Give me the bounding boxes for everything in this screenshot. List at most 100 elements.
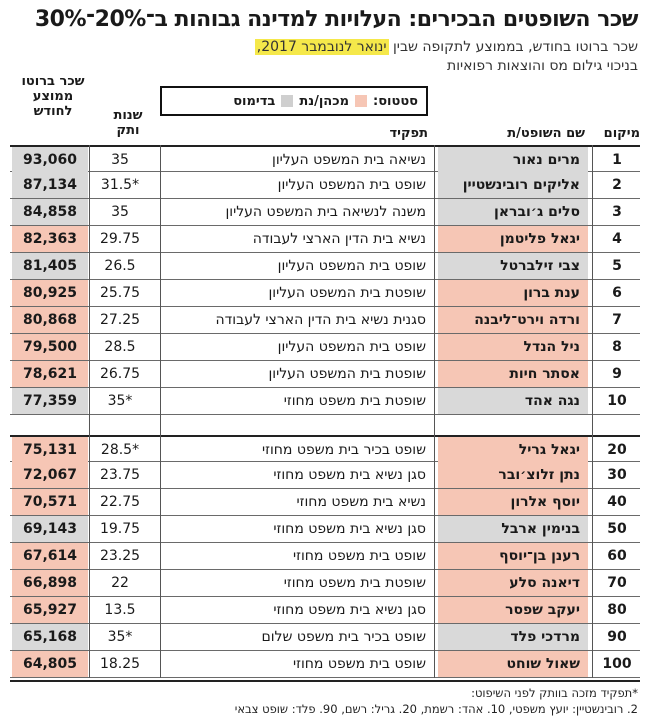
judge-name-cell: ענת ברון xyxy=(438,280,588,306)
role-cell: שופטת בית משפט מחוזי xyxy=(283,575,426,591)
rank-cell: 30 xyxy=(607,467,627,483)
table-row: 80 יעקב שפסר סגן נשיא בית משפט מחוזי 13.5 65… xyxy=(10,597,640,624)
table-group-gap xyxy=(10,415,640,435)
role-cell: נשיאה בית המשפט העליון xyxy=(272,152,426,168)
salary-cell: 77,359 xyxy=(12,388,88,414)
years-cell: 18.25 xyxy=(99,656,141,672)
role-cell: סגן נשיא בית משפט מחוזי xyxy=(273,521,426,537)
years-cell: *31.5 xyxy=(100,177,140,193)
role-cell: שופט בכיר בית משפט מחוזי xyxy=(261,442,426,458)
column-header-name: שם השופט/ת xyxy=(507,126,585,141)
table-row: 90 מרדכי פלד שופט בכיר בית משפט שלום *35 65,… xyxy=(10,624,640,651)
salary-cell: 64,805 xyxy=(12,651,88,677)
role-cell: שופט בכיר בית משפט שלום xyxy=(261,629,426,645)
salary-cell: 78,621 xyxy=(12,361,88,387)
rank-cell: 50 xyxy=(607,521,627,537)
years-cell: 22.75 xyxy=(99,494,141,510)
judge-name-cell: רענן בן־יוסף xyxy=(438,543,588,569)
salary-cell: 93,060 xyxy=(12,147,88,173)
role-cell: נשיא בית הדין הארצי לעבודה xyxy=(252,231,426,247)
rank-cell: 3 xyxy=(612,204,622,220)
rank-cell: 5 xyxy=(612,258,622,274)
subtitle-line-1: שכר ברוטו בחודש, בממוצע לתקופה שבין ינוא… xyxy=(8,38,638,57)
judge-name-cell: ניל הנדל xyxy=(438,334,588,360)
salary-cell: 79,500 xyxy=(12,334,88,360)
rank-cell: 7 xyxy=(612,312,622,328)
role-cell: שופט בית המשפט העליון xyxy=(277,339,426,355)
role-cell: סגן נשיא בית משפט מחוזי xyxy=(273,467,426,483)
role-cell: נשיא בית משפט מחוזי xyxy=(296,494,427,510)
role-cell: שופטת בית משפט מחוזי xyxy=(283,393,426,409)
legend-item-retired: בדימוס xyxy=(233,93,276,109)
years-cell: 25.75 xyxy=(99,285,141,301)
table-row: 1 מרים נאור נשיאה בית המשפט העליון 35 93,060 xyxy=(10,145,640,173)
salary-cell: 87,134 xyxy=(12,172,88,198)
rank-cell: 20 xyxy=(607,442,627,458)
judge-name-cell: מרים נאור xyxy=(438,147,588,173)
rank-cell: 4 xyxy=(612,231,622,247)
judge-name-cell: נתן זלוצ׳ובר xyxy=(438,462,588,488)
rank-cell: 8 xyxy=(612,339,622,355)
column-header-role: תפקיד xyxy=(389,126,428,141)
rank-cell: 100 xyxy=(602,656,632,672)
footnote-1: *תפקיד מזכה בוותק לפני השיפוט: xyxy=(471,686,638,700)
rank-cell: 10 xyxy=(607,393,627,409)
rank-cell: 60 xyxy=(607,548,627,564)
salary-cell: 84,858 xyxy=(12,199,88,225)
table-row: 8 ניל הנדל שופט בית המשפט העליון 28.5 79,500 xyxy=(10,334,640,361)
table-row: 2 אליקים רובינשטיין שופט בית המשפט העליון *… xyxy=(10,172,640,199)
legend-label: סטטוס: xyxy=(373,93,418,109)
table-row: 40 יוסף אלרון נשיא בית משפט מחוזי 22.75 70,5… xyxy=(10,489,640,516)
role-cell: שופט בית המשפט העליון xyxy=(277,177,426,193)
salary-cell: 80,925 xyxy=(12,280,88,306)
subtitle-text: שכר ברוטו בחודש, בממוצע לתקופה שבין xyxy=(388,39,638,55)
table-row: 50 בנימין ארבל סגן נשיא בית משפט מחוזי 19.7… xyxy=(10,516,640,543)
judge-name-cell: בנימין ארבל xyxy=(438,516,588,542)
rank-cell: 40 xyxy=(607,494,627,510)
years-cell: *28.5 xyxy=(100,442,140,458)
role-cell: סגן נשיא בית משפט מחוזי xyxy=(273,602,426,618)
table-row: 70 דיאנה סלע שופטת בית משפט מחוזי 22 66,898 xyxy=(10,570,640,597)
salary-table: 1 מרים נאור נשיאה בית המשפט העליון 35 93,060… xyxy=(10,145,640,678)
judge-name-cell: אסתר חיות xyxy=(438,361,588,387)
years-cell: 23.25 xyxy=(99,548,141,564)
judge-name-cell: מרדכי פלד xyxy=(438,624,588,650)
role-cell: שופטת בית המשפט העליון xyxy=(268,366,426,382)
salary-cell: 65,168 xyxy=(12,624,88,650)
judge-name-cell: סלים ג׳ובראן xyxy=(438,199,588,225)
salary-cell: 69,143 xyxy=(12,516,88,542)
status-legend: סטטוס: מכהן/נת בדימוס xyxy=(160,86,428,116)
judge-name-cell: יעקב שפסר xyxy=(438,597,588,623)
judge-name-cell: יוסף אלרון xyxy=(438,489,588,515)
column-divider xyxy=(434,145,435,678)
years-cell: 35 xyxy=(111,204,129,220)
salary-cell: 72,067 xyxy=(12,462,88,488)
page-title: שכר השופטים הבכירים: העלויות למדינה גבוה… xyxy=(34,7,639,32)
table-row: 9 אסתר חיות שופטת בית המשפט העליון 26.75 78,… xyxy=(10,361,640,388)
subtitle-line-2: בניכוי גילום מס והוצאות רפואיות xyxy=(447,58,638,74)
subtitle-highlight: ינואר לנובמבר 2017, xyxy=(254,39,389,55)
rank-cell: 1 xyxy=(612,152,622,168)
rank-cell: 9 xyxy=(612,366,622,382)
salary-cell: 70,571 xyxy=(12,489,88,515)
table-row: 6 ענת ברון שופטת בית המשפט העליון 25.75 80,9… xyxy=(10,280,640,307)
years-cell: 23.75 xyxy=(99,467,141,483)
subtitle: שכר ברוטו בחודש, בממוצע לתקופה שבין ינוא… xyxy=(8,38,638,76)
judge-name-cell: דיאנה סלע xyxy=(438,570,588,596)
salary-cell: 67,614 xyxy=(12,543,88,569)
legend-swatch-retired xyxy=(281,95,294,107)
column-header-rank: מיקום xyxy=(603,126,640,141)
column-divider xyxy=(89,145,90,678)
table-row: 7 ורדה וירט־ליבנה סגנית נשיא בית הדין הארצ… xyxy=(10,307,640,334)
years-cell: 22 xyxy=(111,575,129,591)
years-cell: *35 xyxy=(107,393,133,409)
years-cell: 35 xyxy=(111,152,129,168)
role-cell: שופטת בית המשפט העליון xyxy=(268,285,426,301)
column-header-years: שנות ותק xyxy=(113,108,143,138)
rank-cell: 90 xyxy=(607,629,627,645)
judge-name-cell: נגה אהד xyxy=(438,388,588,414)
legend-swatch-active xyxy=(355,95,367,107)
column-divider xyxy=(160,145,161,678)
salary-cell: 82,363 xyxy=(12,226,88,252)
rank-cell: 80 xyxy=(607,602,627,618)
